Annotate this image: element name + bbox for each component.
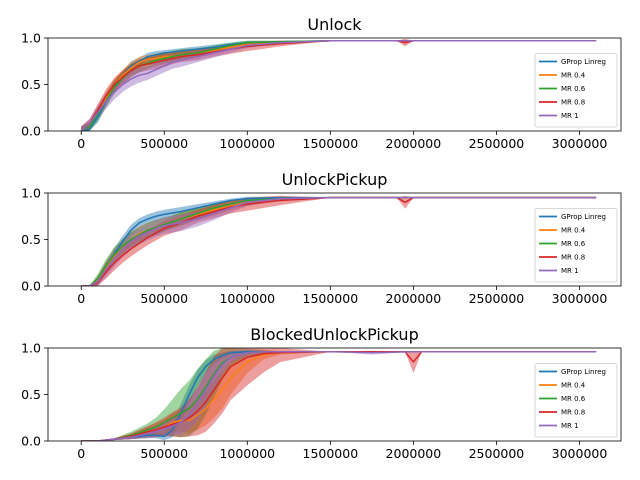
unlockpickup-xtick-label: 2000000 xyxy=(386,291,442,306)
unlockpickup-legend-label-mr-0-8: MR 0.8 xyxy=(561,254,585,262)
unlock-legend-label-mr-0-4: MR 0.4 xyxy=(561,72,586,80)
unlock-xtick-label: 1000000 xyxy=(219,136,275,151)
blockedunlockpickup-legend-label-mr-1: MR 1 xyxy=(561,422,579,430)
blockedunlockpickup-panel: BlockedUnlockPickup 0 500000 1000000 1500000… xyxy=(21,325,622,461)
blockedunlockpickup-ytick-label: 0.5 xyxy=(21,387,41,402)
unlock-legend-label-gprop-linreg: GProp Linreg xyxy=(561,58,606,66)
unlock-legend: GProp Linreg MR 0.4 MR 0.6 MR 0.8 MR 1 xyxy=(534,53,618,128)
blockedunlockpickup-band-mr-0-6 xyxy=(81,348,597,441)
blockedunlockpickup-plot-area xyxy=(81,348,597,441)
unlockpickup-xtick-label: 1000000 xyxy=(219,291,275,306)
unlock-legend-label-mr-0-8: MR 0.8 xyxy=(561,99,585,107)
unlock-xtick-label: 1500000 xyxy=(303,136,359,151)
unlockpickup-title: UnlockPickup xyxy=(282,170,388,189)
blockedunlockpickup-band-mr-0-8 xyxy=(81,348,597,441)
unlockpickup-xtick-label: 2500000 xyxy=(469,291,525,306)
unlockpickup-legend: GProp Linreg MR 0.4 MR 0.6 MR 0.8 MR 1 xyxy=(534,208,618,283)
blockedunlockpickup-xtick-label: 2000000 xyxy=(386,446,442,461)
blockedunlockpickup-xtick-label: 0 xyxy=(77,446,85,461)
unlockpickup-plot-area xyxy=(81,195,597,286)
unlock-line-mr-1 xyxy=(80,40,597,131)
unlockpickup-band-mr-0-8 xyxy=(81,195,597,286)
unlock-xtick-label: 2500000 xyxy=(469,136,525,151)
unlock-xtick-label: 2000000 xyxy=(386,136,442,151)
unlock-panel: Unlock 0 500000 1000000 1500000 2000000 250000… xyxy=(21,15,622,151)
unlockpickup-line-mr-1 xyxy=(81,196,597,286)
unlock-ytick-label: 0.5 xyxy=(21,77,41,92)
unlock-xtick-label: 0 xyxy=(77,136,85,151)
unlock-legend-box xyxy=(534,53,618,128)
unlockpickup-ytick-label: 0.5 xyxy=(21,232,41,247)
blockedunlockpickup-xtick-label: 3000000 xyxy=(552,446,608,461)
blockedunlockpickup-legend: GProp Linreg MR 0.4 MR 0.6 MR 0.8 MR 1 xyxy=(534,363,618,438)
blockedunlockpickup-legend-label-mr-0-8: MR 0.8 xyxy=(561,409,585,417)
blockedunlockpickup-title: BlockedUnlockPickup xyxy=(250,325,418,344)
unlockpickup-legend-label-gprop-linreg: GProp Linreg xyxy=(561,213,606,221)
blockedunlockpickup-legend-label-gprop-linreg: GProp Linreg xyxy=(561,368,606,376)
unlockpickup-xtick-label: 500000 xyxy=(140,291,188,306)
blockedunlockpickup-line-mr-0-8 xyxy=(81,350,597,441)
unlockpickup-legend-label-mr-1: MR 1 xyxy=(561,267,579,275)
unlock-xtick-label: 3000000 xyxy=(552,136,608,151)
blockedunlockpickup-legend-box xyxy=(534,363,618,438)
blockedunlockpickup-legend-label-mr-0-6: MR 0.6 xyxy=(561,395,586,403)
unlockpickup-panel: UnlockPickup 0 500000 1000000 1500000 2000000… xyxy=(21,170,622,306)
blockedunlockpickup-ytick-label: 1.0 xyxy=(21,341,41,356)
unlockpickup-xtick-label: 1500000 xyxy=(303,291,359,306)
blockedunlockpickup-band-mr-1 xyxy=(81,349,597,441)
unlockpickup-legend-box xyxy=(534,208,618,283)
unlock-legend-label-mr-1: MR 1 xyxy=(561,112,579,120)
blockedunlockpickup-band-mr-0-4 xyxy=(81,349,597,441)
unlock-xtick-label: 500000 xyxy=(140,136,188,151)
blockedunlockpickup-xtick-label: 1500000 xyxy=(303,446,359,461)
unlockpickup-xtick-label: 3000000 xyxy=(552,291,608,306)
unlock-plot-area xyxy=(80,38,597,131)
unlock-ytick-label: 0.0 xyxy=(21,124,41,139)
unlock-legend-label-mr-0-6: MR 0.6 xyxy=(561,85,586,93)
unlock-title: Unlock xyxy=(307,15,362,34)
unlockpickup-ytick-label: 1.0 xyxy=(21,186,41,201)
blockedunlockpickup-xtick-label: 1000000 xyxy=(219,446,275,461)
blockedunlockpickup-legend-label-mr-0-4: MR 0.4 xyxy=(561,382,586,390)
blockedunlockpickup-xtick-label: 500000 xyxy=(140,446,188,461)
blockedunlockpickup-ytick-label: 0.0 xyxy=(21,434,41,449)
unlockpickup-legend-label-mr-0-4: MR 0.4 xyxy=(561,227,586,235)
unlock-ytick-label: 1.0 xyxy=(21,31,41,46)
unlockpickup-xtick-label: 0 xyxy=(77,291,85,306)
unlockpickup-legend-label-mr-0-6: MR 0.6 xyxy=(561,240,586,248)
blockedunlockpickup-line-mr-1 xyxy=(81,350,597,441)
unlockpickup-band-mr-1 xyxy=(81,196,597,286)
unlockpickup-ytick-label: 0.0 xyxy=(21,279,41,294)
blockedunlockpickup-xtick-label: 2500000 xyxy=(469,446,525,461)
